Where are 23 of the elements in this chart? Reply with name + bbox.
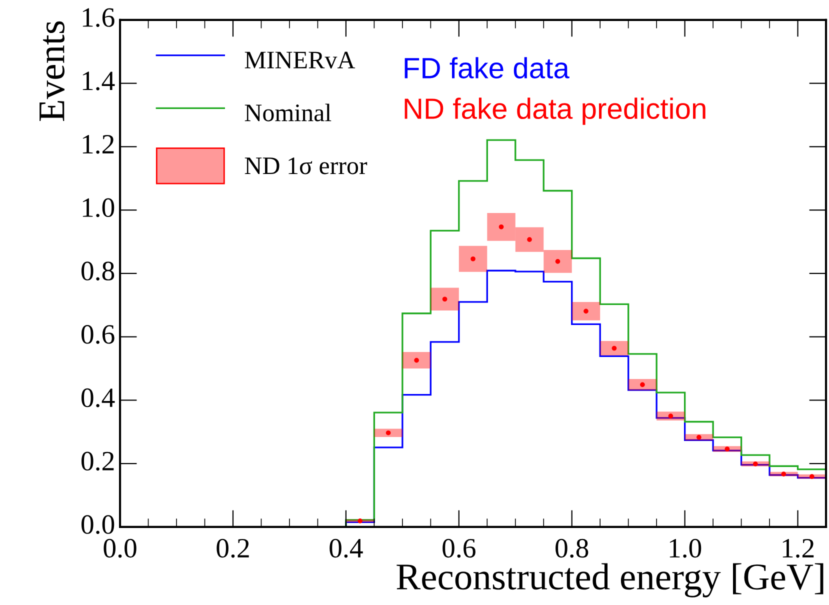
y-tick-label: 0.6	[82, 325, 114, 344]
x-tick-label: 0.8	[556, 538, 588, 558]
y-tick-label: 0.0	[82, 515, 114, 534]
y-tick-label: 1.0	[82, 198, 114, 218]
y-tick-label: 1.2	[82, 135, 114, 154]
x-tick-label: 0.0	[104, 538, 136, 558]
x-axis-title: Reconstructed energy [GeV]	[396, 563, 824, 598]
y-tick-label: 0.2	[82, 452, 114, 471]
y-tick-label: 1.4	[82, 72, 115, 90]
legend-label: Nominal	[244, 104, 332, 122]
annotation: FD fake data	[404, 57, 570, 78]
y-tick-label: 0.8	[82, 262, 114, 281]
x-tick-label: 1.2	[782, 538, 814, 558]
x-tick-label: 0.2	[216, 538, 249, 558]
x-tick-label: 0.4	[330, 538, 363, 558]
y-axis-title: Events	[40, 21, 65, 121]
legend-label: ND 1σ error	[244, 157, 368, 174]
y-tick-label: 0.4	[82, 388, 115, 408]
annotation: ND fake data prediction	[404, 98, 706, 125]
legend-label: MINERvA	[244, 52, 356, 68]
x-tick-label: 0.6	[442, 538, 476, 558]
x-tick-label: 1.0	[670, 538, 702, 558]
y-tick-label: 1.6	[82, 8, 114, 28]
